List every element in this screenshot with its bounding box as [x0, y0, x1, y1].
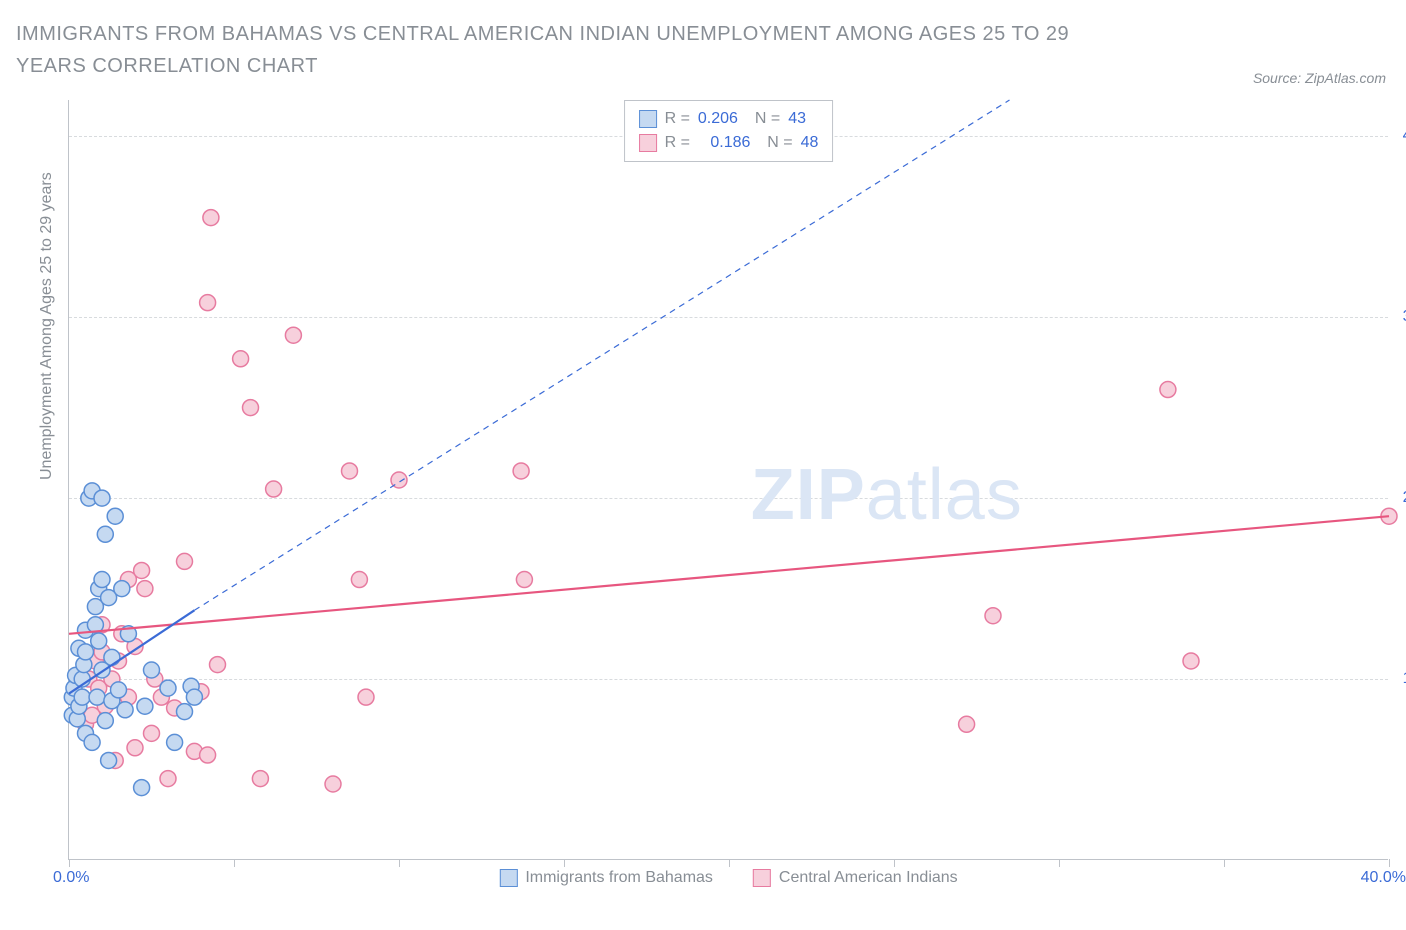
trendline-pink	[69, 516, 1389, 634]
y-tick-label: 20.0%	[1403, 489, 1406, 507]
x-tick	[564, 859, 565, 867]
legend-stats-box: R = 0.206 N = 43 R = 0.186 N = 48	[624, 100, 834, 162]
y-tick-label: 10.0%	[1403, 670, 1406, 688]
scatter-point	[177, 704, 193, 720]
scatter-point	[285, 327, 301, 343]
scatter-plot-svg	[69, 100, 1388, 859]
y-tick-label: 30.0%	[1403, 308, 1406, 326]
scatter-point	[266, 481, 282, 497]
scatter-point	[144, 662, 160, 678]
scatter-point	[134, 562, 150, 578]
x-axis-last-label: 40.0%	[1361, 869, 1406, 887]
scatter-point	[107, 508, 123, 524]
legend-stats-row: R = 0.206 N = 43	[639, 107, 819, 131]
legend-swatch-blue	[639, 110, 657, 128]
x-axis-first-label: 0.0%	[53, 869, 89, 887]
scatter-point	[358, 689, 374, 705]
scatter-point	[516, 572, 532, 588]
scatter-point	[186, 689, 202, 705]
scatter-point	[127, 740, 143, 756]
y-axis-title: Unemployment Among Ages 25 to 29 years	[38, 172, 56, 480]
scatter-point	[84, 734, 100, 750]
scatter-point	[137, 581, 153, 597]
legend-item: Central American Indians	[753, 869, 958, 887]
scatter-point	[144, 725, 160, 741]
scatter-point	[134, 780, 150, 796]
x-tick	[729, 859, 730, 867]
scatter-point	[111, 682, 127, 698]
scatter-point	[513, 463, 529, 479]
source-attribution: Source: ZipAtlas.com	[1253, 70, 1386, 86]
bottom-legend: Immigrants from Bahamas Central American…	[499, 869, 957, 887]
scatter-point	[117, 702, 133, 718]
x-tick	[1389, 859, 1390, 867]
x-tick	[69, 859, 70, 867]
scatter-point	[94, 572, 110, 588]
scatter-point	[114, 581, 130, 597]
scatter-point	[243, 400, 259, 416]
scatter-point	[203, 210, 219, 226]
scatter-point	[177, 553, 193, 569]
scatter-point	[252, 771, 268, 787]
scatter-point	[78, 644, 94, 660]
x-tick	[399, 859, 400, 867]
legend-swatch-pink	[639, 134, 657, 152]
x-tick	[894, 859, 895, 867]
scatter-point	[160, 680, 176, 696]
plot-area: ZIPatlas R = 0.206 N = 43 R = 0.186 N = …	[68, 100, 1388, 860]
scatter-point	[985, 608, 1001, 624]
scatter-point	[97, 713, 113, 729]
scatter-point	[167, 734, 183, 750]
scatter-point	[200, 747, 216, 763]
scatter-point	[104, 649, 120, 665]
x-tick	[1059, 859, 1060, 867]
legend-swatch-blue	[499, 869, 517, 887]
chart-title: IMMIGRANTS FROM BAHAMAS VS CENTRAL AMERI…	[16, 18, 1136, 82]
scatter-point	[97, 526, 113, 542]
legend-item: Immigrants from Bahamas	[499, 869, 713, 887]
scatter-point	[1160, 382, 1176, 398]
scatter-point	[210, 657, 226, 673]
chart-container: IMMIGRANTS FROM BAHAMAS VS CENTRAL AMERI…	[0, 0, 1406, 930]
trendline-blue-dashed	[194, 100, 1009, 610]
scatter-point	[74, 689, 90, 705]
scatter-point	[101, 752, 117, 768]
scatter-point	[94, 490, 110, 506]
scatter-point	[200, 295, 216, 311]
scatter-point	[959, 716, 975, 732]
scatter-point	[342, 463, 358, 479]
scatter-point	[91, 633, 107, 649]
scatter-point	[325, 776, 341, 792]
scatter-point	[160, 771, 176, 787]
scatter-point	[351, 572, 367, 588]
scatter-point	[89, 689, 105, 705]
scatter-point	[1183, 653, 1199, 669]
y-tick-label: 40.0%	[1403, 127, 1406, 145]
x-tick	[1224, 859, 1225, 867]
x-tick	[234, 859, 235, 867]
scatter-point	[137, 698, 153, 714]
legend-swatch-pink	[753, 869, 771, 887]
scatter-point	[233, 351, 249, 367]
legend-stats-row: R = 0.186 N = 48	[639, 131, 819, 155]
